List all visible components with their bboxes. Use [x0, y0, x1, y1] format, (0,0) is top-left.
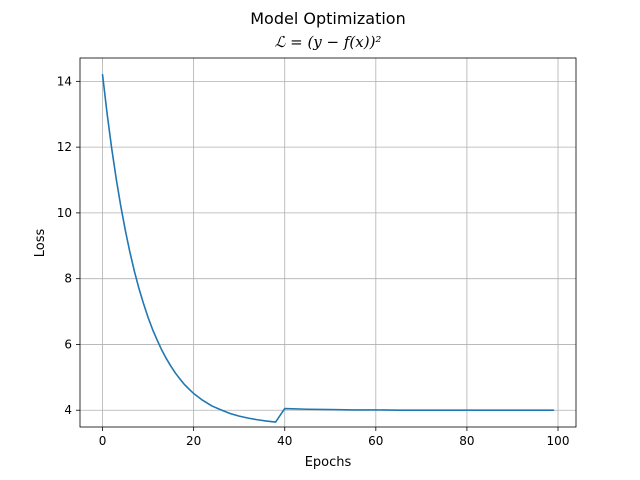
chart-title: Model Optimization [250, 9, 405, 28]
y-tick-label: 4 [64, 403, 72, 417]
x-tick-label: 20 [186, 434, 201, 448]
y-tick-label: 14 [57, 74, 72, 88]
y-tick-label: 8 [64, 272, 72, 286]
y-axis-label: Loss [33, 229, 48, 258]
plot-frame [79, 57, 577, 428]
x-tick-label: 0 [99, 434, 107, 448]
y-tick-label: 6 [64, 337, 72, 351]
y-tick-label: 10 [57, 206, 72, 220]
loss-series-line [101, 73, 555, 423]
x-tick-label: 40 [277, 434, 292, 448]
x-axis: 0 20 40 60 80 100 [99, 427, 570, 448]
x-tick-label: 100 [547, 434, 570, 448]
grid [80, 58, 576, 427]
x-axis-label: Epochs [305, 455, 352, 470]
chart-subtitle: ℒ = (y − f(x))² [275, 33, 382, 51]
y-axis: 4 6 8 10 12 14 [57, 74, 80, 417]
x-tick-label: 80 [459, 434, 474, 448]
x-tick-label: 60 [368, 434, 383, 448]
y-tick-label: 12 [57, 140, 72, 154]
